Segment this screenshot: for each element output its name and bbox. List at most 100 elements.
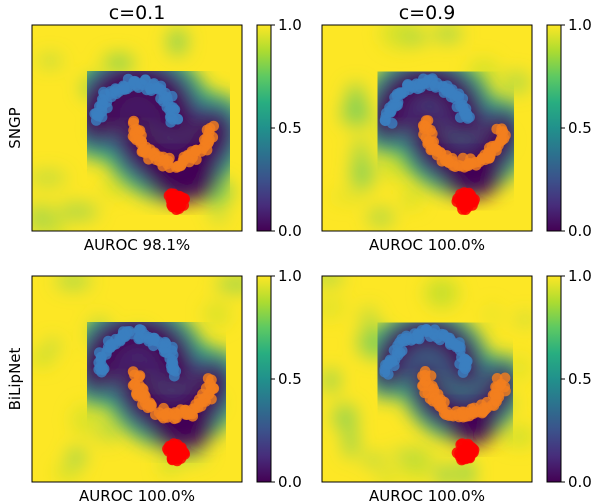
- noise-blob: [101, 177, 127, 198]
- noise-blob: [343, 426, 359, 459]
- ood-point: [454, 451, 466, 463]
- colorbar-tick-label: 1.0: [278, 267, 302, 285]
- class-boundary: [380, 369, 503, 394]
- colorbar-gradient: [547, 276, 561, 482]
- colorbar-tick-label: 0.0: [568, 473, 592, 491]
- noise-blob: [378, 469, 397, 482]
- noise-blob: [322, 294, 345, 320]
- noise-blob: [377, 152, 409, 181]
- class-0-point: [150, 335, 161, 346]
- heatmap-plot-area: [322, 25, 532, 231]
- noise-blob: [32, 170, 68, 186]
- colorbar: 0.0 0.5 1.0: [546, 16, 592, 240]
- noise-blob: [67, 448, 86, 466]
- class-1-point: [201, 132, 213, 143]
- class-0-point: [457, 367, 469, 378]
- noise-blob: [44, 338, 61, 354]
- ood-point: [466, 192, 478, 204]
- noise-blob: [485, 303, 499, 326]
- auroc-caption: AUROC 100.0%: [369, 487, 485, 504]
- noise-blob: [350, 157, 374, 191]
- colorbar-tick-label: 0.5: [568, 370, 592, 388]
- noise-blob: [322, 276, 345, 283]
- noise-blob: [55, 276, 92, 290]
- col-title: c=0.9: [399, 2, 456, 24]
- class-0-point: [165, 116, 177, 128]
- class-0-point: [413, 333, 425, 345]
- heatmap-plot-area: [322, 276, 532, 482]
- class-1-point: [128, 115, 140, 127]
- plot-frame: [321, 275, 533, 483]
- colorbar-tick-label: 0.5: [278, 119, 302, 137]
- class-1-point: [131, 134, 142, 146]
- col-title: c=0.1: [109, 2, 166, 24]
- plot-frame: [321, 24, 533, 232]
- class-boundary: [90, 369, 213, 394]
- colorbar: 0.0 0.5 1.0: [256, 16, 302, 240]
- noise-blob: [216, 277, 242, 292]
- panel-sngp-c01: c=0.1 SNGP AUROC 98.1% 0.0 0.5 1.0: [6, 2, 302, 254]
- noise-blob: [330, 190, 366, 203]
- row-label: BiLipNet: [6, 347, 24, 410]
- class-1-point: [206, 374, 217, 386]
- noise-blob: [502, 427, 532, 446]
- row-label: SNGP: [6, 107, 24, 148]
- noise-blob: [458, 460, 473, 482]
- ood-point: [462, 201, 474, 213]
- class-0-point: [462, 113, 474, 124]
- noise-blob: [322, 369, 340, 393]
- class-1-point: [146, 399, 157, 411]
- panel-bilipnet-c09: AUROC 100.0% 0.0 0.5 1.0: [321, 267, 592, 504]
- auroc-caption: AUROC 100.0%: [79, 487, 195, 504]
- panel-sngp-c09: c=0.9 AUROC 100.0% 0.0 0.5 1.0: [321, 2, 592, 254]
- class-1-point: [446, 153, 458, 164]
- ood-cluster: [162, 438, 190, 467]
- data-points: [379, 73, 511, 173]
- noise-blob: [32, 203, 53, 231]
- noise-blob: [95, 416, 121, 444]
- noise-blob: [436, 463, 454, 482]
- noise-blob: [168, 28, 187, 56]
- ood-cluster: [451, 438, 480, 466]
- noise-blob: [402, 185, 421, 210]
- noise-blob: [403, 30, 429, 45]
- noise-blob: [360, 306, 378, 329]
- auroc-caption: AUROC 98.1%: [84, 236, 190, 254]
- ood-cluster: [451, 187, 480, 215]
- ood-point: [177, 446, 189, 458]
- auroc-caption: AUROC 100.0%: [369, 236, 485, 254]
- data-points: [379, 324, 511, 423]
- ood-cluster: [163, 188, 190, 215]
- heatmap-plot-area: [32, 276, 242, 482]
- noise-blob: [425, 278, 459, 308]
- colorbar-gradient: [257, 25, 271, 231]
- class-1-point: [500, 129, 511, 141]
- class-1-point: [204, 122, 216, 134]
- ood-point: [166, 452, 178, 464]
- data-points: [93, 324, 220, 425]
- class-1-point: [171, 412, 182, 424]
- class-1-point: [491, 123, 503, 135]
- class-boundary: [90, 118, 213, 143]
- class-0-point: [451, 90, 463, 102]
- colorbar-gradient: [547, 25, 561, 231]
- class-1-point: [495, 378, 507, 390]
- colorbar-tick-label: 0.0: [278, 473, 302, 491]
- noise-blob: [332, 404, 358, 431]
- colorbar-tick-label: 1.0: [568, 16, 592, 34]
- noise-blob: [37, 55, 63, 67]
- class-0-point: [161, 92, 173, 103]
- colorbar-tick-label: 0.5: [278, 370, 302, 388]
- noise-blob: [55, 466, 81, 479]
- class-0-point: [429, 80, 441, 91]
- ood-point: [466, 448, 478, 460]
- heatmap-plot-area: [32, 25, 242, 231]
- ood-point: [165, 188, 177, 200]
- colorbar-tick-label: 1.0: [568, 267, 592, 285]
- noise-blob: [211, 204, 226, 225]
- class-0-point: [450, 341, 462, 353]
- noise-blob: [367, 208, 395, 227]
- class-1-point: [435, 399, 447, 411]
- noise-blob: [514, 313, 532, 326]
